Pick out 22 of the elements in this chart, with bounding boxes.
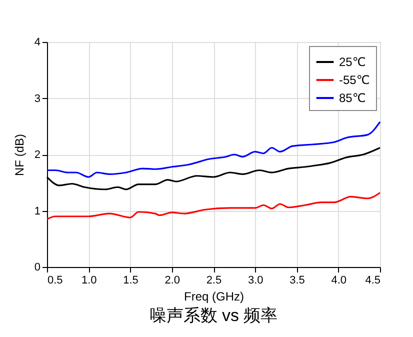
text: 噪声系数 vs 频率 (149, 306, 278, 325)
y-tick-label: 3 (34, 92, 40, 105)
x-tick-label: 2.0 (164, 274, 180, 286)
x-tick-label: 0.5 (48, 274, 63, 286)
x-axis-title: Freq (GHz) (184, 290, 244, 304)
legend-label: -55℃ (339, 73, 370, 87)
y-tick-label: 0 (34, 262, 40, 274)
y-tick-label: 4 (34, 36, 40, 48)
y-axis-title: NF (dB) (12, 134, 26, 176)
x-tick-label: 3.5 (290, 274, 305, 286)
line-series (46, 192, 381, 220)
y-tick-label: 1 (34, 205, 40, 218)
legend-label: 85℃ (339, 91, 366, 105)
y-tick-label: 2 (34, 149, 40, 161)
x-tick-label: 1.5 (123, 274, 138, 286)
x-tick-label: 3.0 (248, 274, 264, 286)
legend-label: 25℃ (339, 55, 366, 69)
x-tick-label: 1.0 (81, 274, 97, 286)
x-tick-label: 4.0 (331, 274, 347, 286)
line-series (46, 121, 381, 178)
x-tick-label: 2.5 (206, 274, 222, 286)
x-tick-label: 4.5 (365, 274, 380, 286)
